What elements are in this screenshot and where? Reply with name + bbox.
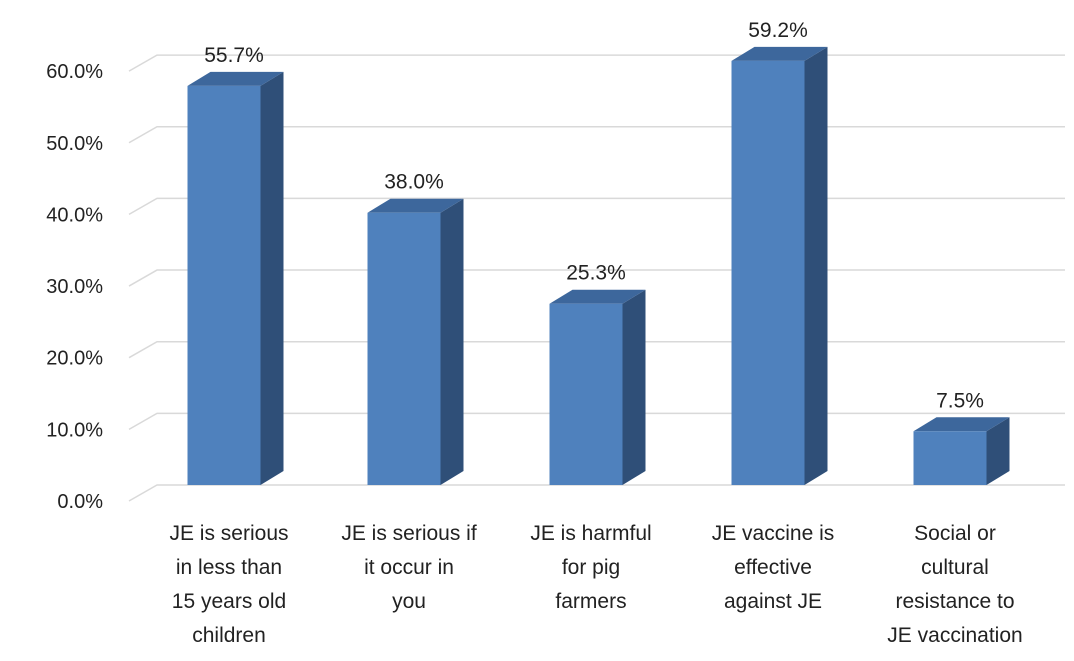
y-tick-label: 0.0% <box>57 491 103 513</box>
x-category-label-line: it occur in <box>364 556 454 579</box>
y-tick-label: 20.0% <box>46 348 103 370</box>
bar-top-face <box>187 71 284 86</box>
bar-top-face <box>913 417 1010 432</box>
x-category-label: JE is serious if it occur in you <box>329 517 489 619</box>
x-category-label-line: resistance to <box>895 590 1015 613</box>
x-category-label-line: JE is harmful <box>530 522 652 545</box>
bar <box>913 417 1010 485</box>
bar-side-face <box>440 198 464 486</box>
x-category-label-line: 15 years old <box>171 590 287 613</box>
gridline <box>128 484 1065 502</box>
x-category-label: JE vaccine is effective against JE <box>693 517 853 619</box>
bars-layer <box>187 46 1010 486</box>
x-category-label-line: in less than <box>175 556 283 579</box>
x-category-label-line: JE vaccine is <box>711 522 835 545</box>
gridline <box>128 54 1065 72</box>
bar-front-face <box>549 303 623 485</box>
data-label: 59.2% <box>748 19 808 42</box>
bar-side-face <box>622 289 646 485</box>
bar-front-face <box>731 60 805 485</box>
x-category-label: JE is harmful for pig farmers <box>511 517 671 619</box>
x-category-label-line: effective <box>734 556 812 579</box>
grid-layer <box>128 54 1065 502</box>
bar <box>187 71 284 486</box>
bar <box>731 46 828 485</box>
x-category-label-line: JE vaccination <box>887 624 1023 647</box>
y-tick-label: 50.0% <box>46 133 103 155</box>
y-tick-label: 10.0% <box>46 419 103 441</box>
x-category-label-line: children <box>192 624 266 647</box>
x-category-label-line: farmers <box>555 590 627 613</box>
x-category-label-line: cultural <box>921 556 989 579</box>
y-tick-label: 30.0% <box>46 276 103 298</box>
data-label: 25.3% <box>566 262 626 285</box>
x-category-label: JE is serious in less than 15 years old chi… <box>149 517 309 653</box>
x-category-label-line: JE is serious <box>169 522 289 545</box>
x-category-label-line: Social or <box>914 522 996 545</box>
data-label: 55.7% <box>204 44 264 67</box>
data-labels-layer: 55.7% 38.0% 25.3% 59.2% 7.5% <box>204 19 984 412</box>
bar-front-face <box>913 431 987 485</box>
y-axis: 0.0% 10.0% 20.0% 30.0% 40.0% 50.0% 60.0% <box>46 61 103 513</box>
y-tick-label: 60.0% <box>46 61 103 83</box>
bar <box>549 289 646 485</box>
bar <box>367 198 464 486</box>
bar-side-face <box>986 417 1010 485</box>
bar-top-face <box>549 289 646 304</box>
x-category-label-line: for pig <box>561 556 621 579</box>
bar-side-face <box>804 46 828 485</box>
bar-front-face <box>187 85 261 486</box>
data-label: 38.0% <box>384 171 444 194</box>
data-label: 7.5% <box>936 389 984 412</box>
x-category-label: Social or cultural resistance to JE vaccina… <box>875 517 1035 653</box>
x-category-label-line: against JE <box>723 590 823 613</box>
y-tick-label: 40.0% <box>46 204 103 226</box>
x-category-label-line: you <box>392 590 426 613</box>
bar-top-face <box>367 198 464 213</box>
x-category-label-line: JE is serious if <box>341 522 477 545</box>
bar-front-face <box>367 212 441 486</box>
bar-side-face <box>260 71 284 486</box>
bar-top-face <box>731 46 828 61</box>
